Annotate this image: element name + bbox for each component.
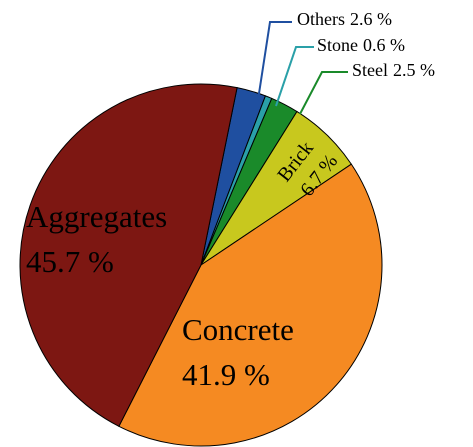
- value-label: 2.5 %: [393, 60, 435, 80]
- category-name: Steel: [352, 60, 388, 80]
- slice-label: Others 2.6 %: [297, 9, 392, 29]
- pie-slice: [19, 83, 238, 427]
- value-label: 0.6 %: [363, 35, 405, 55]
- leader-line: [257, 21, 292, 101]
- value-label: 45.7 %: [26, 244, 114, 279]
- value-label: 41.9 %: [182, 357, 270, 392]
- category-name: Stone: [317, 35, 358, 55]
- leader-line: [275, 46, 314, 107]
- leader-line: [299, 71, 348, 115]
- pie: [19, 83, 383, 447]
- slice-label: Stone 0.6 %: [317, 35, 405, 55]
- slice-label: Steel 2.5 %: [352, 60, 435, 80]
- category-name: Others: [297, 9, 345, 29]
- pie-slice: [118, 163, 383, 447]
- category-name: Concrete: [182, 312, 294, 347]
- value-label: 2.6 %: [350, 9, 392, 29]
- category-name: Aggregates: [26, 199, 167, 234]
